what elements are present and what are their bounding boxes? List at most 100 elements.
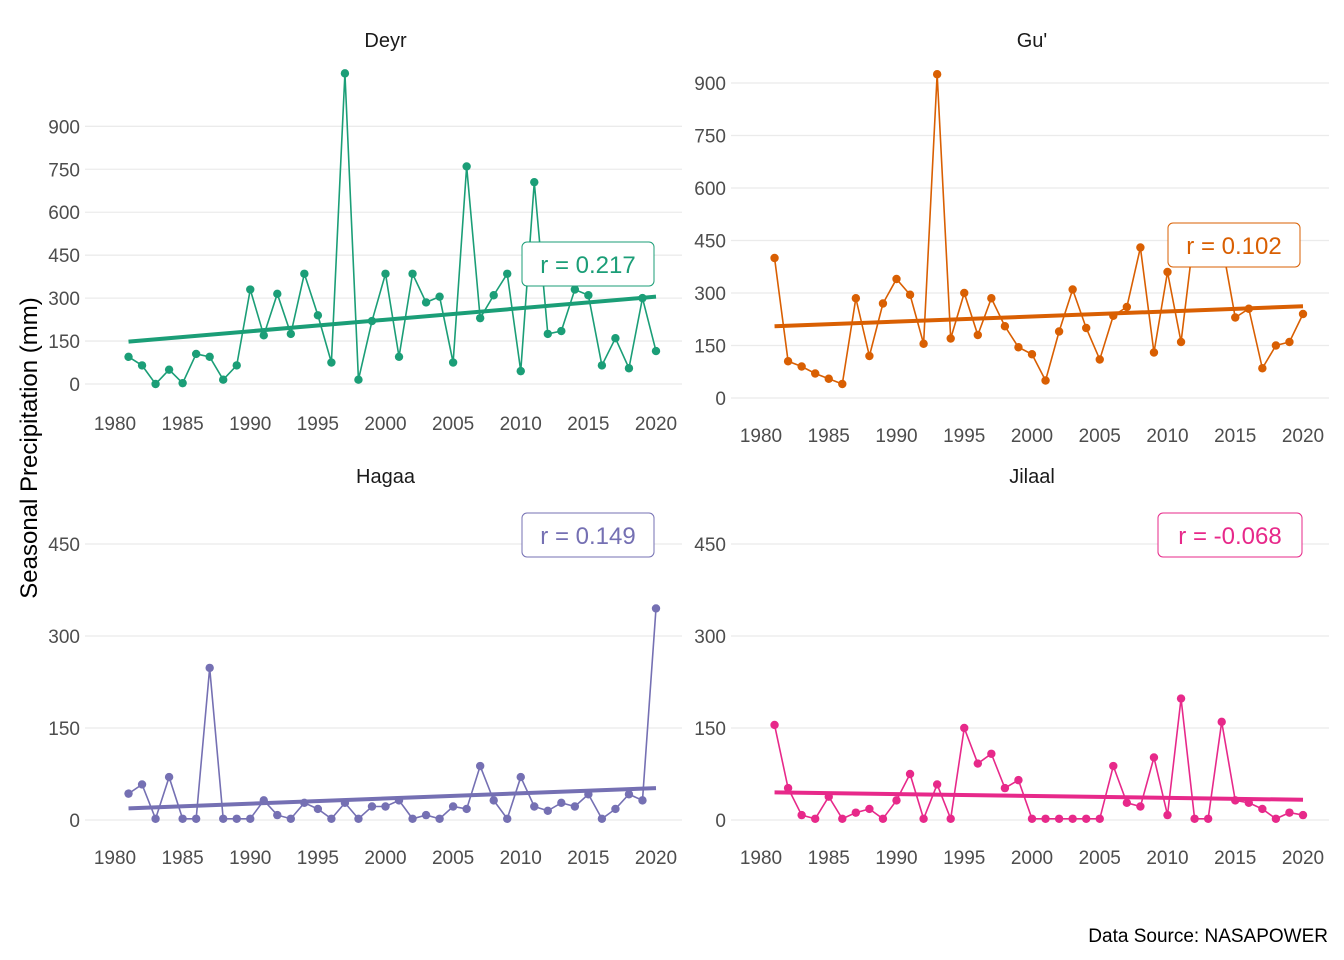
data-point xyxy=(1149,753,1159,762)
data-point xyxy=(489,796,498,805)
data-point xyxy=(919,339,928,348)
x-tick-label: 2020 xyxy=(1282,426,1324,447)
x-tick-label: 2015 xyxy=(567,848,609,869)
y-tick-label: 600 xyxy=(48,203,80,224)
x-tick-label: 1980 xyxy=(94,414,136,435)
data-point xyxy=(987,294,996,303)
data-point xyxy=(1231,313,1240,322)
y-tick-label: 900 xyxy=(48,117,80,138)
data-point xyxy=(557,326,566,336)
data-point xyxy=(611,333,620,343)
data-point xyxy=(1203,814,1213,823)
data-point xyxy=(878,299,888,308)
x-tick-label: 2015 xyxy=(1214,848,1256,869)
data-point xyxy=(624,790,634,799)
data-point xyxy=(124,352,133,362)
x-tick-label: 1995 xyxy=(943,848,985,869)
x-tick-label: 2010 xyxy=(500,848,542,869)
panel-gu: 0 150 300 450 600 750 900 1980 1985 1990 1995 2000 2… xyxy=(694,30,1329,447)
data-point xyxy=(1041,376,1050,385)
x-tick-label: 2010 xyxy=(1146,848,1188,869)
data-point xyxy=(1190,814,1199,823)
data-point xyxy=(946,814,955,823)
x-tick-label: 1990 xyxy=(875,426,917,447)
data-point xyxy=(408,269,417,278)
data-point xyxy=(1027,814,1037,823)
x-tick-label: 2005 xyxy=(432,848,474,869)
data-point xyxy=(367,802,377,811)
data-point xyxy=(421,810,431,820)
data-point xyxy=(557,798,566,808)
x-tick-label: 1990 xyxy=(229,848,271,869)
y-tick-label: 150 xyxy=(48,719,80,740)
data-point xyxy=(1109,311,1118,320)
y-tick-label: 750 xyxy=(694,127,726,148)
data-point xyxy=(638,796,647,805)
data-point xyxy=(1285,337,1294,347)
data-point xyxy=(164,772,174,782)
data-point xyxy=(1095,814,1104,823)
data-point xyxy=(1082,323,1091,333)
x-tick-label: 2010 xyxy=(500,414,542,435)
data-point xyxy=(178,378,187,388)
data-point xyxy=(797,810,806,820)
data-point xyxy=(1000,322,1010,331)
data-point xyxy=(408,814,417,823)
x-tick-label: 2015 xyxy=(567,414,609,435)
y-tick-label: 450 xyxy=(694,535,726,556)
data-point xyxy=(611,804,620,814)
data-point xyxy=(313,311,323,320)
data-point xyxy=(530,802,539,811)
data-point xyxy=(516,366,525,376)
panel-title: Jilaal xyxy=(1009,466,1055,488)
r-label: r = 0.149 xyxy=(540,523,635,550)
data-point xyxy=(300,798,309,808)
data-point xyxy=(205,663,214,673)
x-tick-label: 1980 xyxy=(740,426,782,447)
y-axis-label: Seasonal Precipitation (mm) xyxy=(16,297,43,598)
data-point xyxy=(313,804,323,814)
data-point xyxy=(1271,341,1281,350)
y-tick-label: 600 xyxy=(694,179,726,200)
r-label-box xyxy=(521,241,655,287)
y-tick-label: 0 xyxy=(69,811,80,832)
data-point xyxy=(1122,302,1132,312)
data-point xyxy=(905,769,915,779)
data-point xyxy=(1285,808,1294,817)
data-point xyxy=(1244,304,1254,313)
data-point xyxy=(1244,798,1254,808)
x-tick-label: 1985 xyxy=(161,414,203,435)
data-point xyxy=(259,796,268,805)
data-point xyxy=(327,814,336,823)
y-tick-label: 150 xyxy=(694,337,726,358)
data-point xyxy=(824,374,833,383)
data-point xyxy=(340,798,350,808)
series-line xyxy=(128,73,657,386)
data-point xyxy=(570,802,580,811)
data-point xyxy=(1109,761,1118,771)
data-point xyxy=(932,70,942,79)
x-tick-label: 1990 xyxy=(229,414,271,435)
data-point xyxy=(286,814,296,823)
data-point xyxy=(1068,814,1077,823)
data-point xyxy=(259,331,268,340)
data-point xyxy=(354,814,363,823)
data-point xyxy=(770,253,779,263)
data-point xyxy=(1082,814,1091,823)
data-point xyxy=(892,796,901,805)
data-point xyxy=(1095,355,1104,364)
trend-line xyxy=(774,304,1304,329)
data-point xyxy=(1014,343,1023,352)
data-point xyxy=(421,298,431,307)
panel-hagaa: 0 150 300 450 1980 1985 1990 1995 2000 2005 2010 20… xyxy=(48,466,682,869)
data-point xyxy=(1298,810,1308,820)
r-label-box xyxy=(1157,512,1303,558)
data-point xyxy=(1298,309,1308,319)
data-point xyxy=(1054,814,1064,823)
data-point xyxy=(851,294,861,303)
data-point xyxy=(811,814,820,823)
x-tick-label: 2000 xyxy=(364,414,406,435)
data-point xyxy=(1122,798,1132,808)
data-point xyxy=(327,358,336,367)
data-point xyxy=(824,792,833,801)
